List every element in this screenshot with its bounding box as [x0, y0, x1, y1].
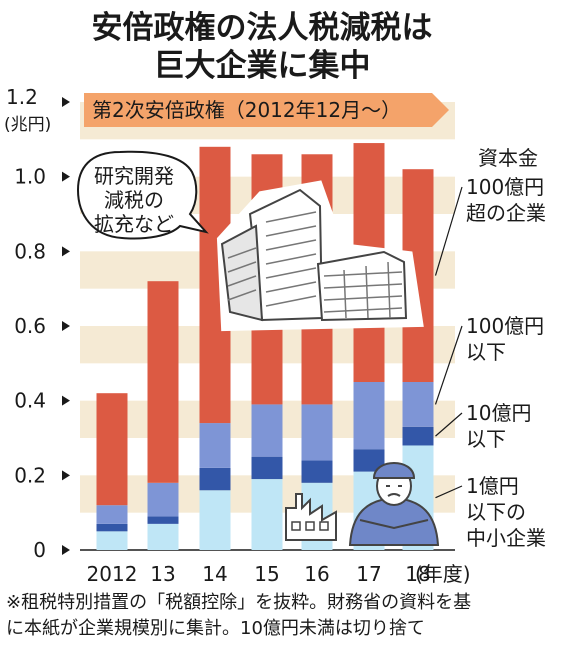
chart-title-line2: 巨大企業に集中 [154, 48, 371, 84]
legend-label-1-1: 以下 [466, 427, 506, 451]
y-axis-unit: (兆円) [4, 115, 51, 135]
bar-s100oku_over-2012 [96, 393, 128, 506]
footnote-line2: に本紙が企業規模別に集計。10億円未満は切り捨て [6, 618, 425, 639]
chart-title-line1: 安倍政権の法人税減税は [92, 10, 433, 46]
bar-s100oku_under-18 [402, 382, 434, 427]
period-arrow-shape [84, 93, 449, 127]
footnote-line1: ※租税特別措置の「税額控除」を抜粋。財務省の資料を基 [6, 592, 471, 613]
bar-s100oku_under-13 [147, 482, 179, 517]
bar-s1oku_under-14 [199, 490, 231, 550]
bar-s10oku_under-17 [353, 449, 385, 472]
x-axis-tick-labels: 2012 13 14 15 16 17 18 [87, 562, 431, 586]
legend-connector-0 [435, 485, 463, 499]
bar-s100oku_under-15 [251, 404, 283, 457]
bar-s100oku_under-14 [199, 423, 231, 468]
bar-s100oku_over-13 [147, 281, 179, 483]
y-tick-marker-5 [62, 171, 70, 182]
bar-s1oku_under-2012 [96, 531, 128, 550]
y-tick-label-4: 0.8 [14, 239, 46, 263]
x-tick-label-4: 16 [304, 562, 329, 586]
factory-worker-illustration [285, 462, 440, 546]
x-tick-label-5: 17 [356, 562, 381, 586]
bubble-line3: 拡充など [94, 212, 174, 236]
worker-icon [348, 462, 440, 546]
x-tick-label-3: 15 [254, 562, 279, 586]
legend-label-2-0: 100億円 [466, 314, 544, 338]
legend-label-3-0: 100億円 [466, 175, 544, 199]
x-tick-label-1: 13 [150, 562, 175, 586]
bar-s10oku_under-16 [301, 460, 333, 483]
wide-building [316, 250, 408, 322]
y-axis-tick-labels: 0 0.2 0.4 0.6 0.8 1.0 [14, 165, 46, 562]
bubble-line2: 減税の [104, 188, 164, 212]
y-tick-marks [62, 97, 70, 555]
tall-building [220, 188, 324, 322]
buildings-illustration [216, 180, 424, 332]
y-tick-marker-0 [62, 545, 70, 555]
bubble-outline [76, 150, 209, 240]
y-tick-marker-1 [62, 470, 70, 481]
y-tick-marker-2 [62, 395, 70, 406]
legend-connector-1 [435, 412, 463, 437]
y-tick-marker-4 [62, 246, 70, 257]
bar-s10oku_under-14 [199, 467, 231, 491]
x-tick-label-6: 18 [405, 562, 430, 586]
x-axis-unit: (年度) [415, 562, 471, 586]
y-tick-label-1: 0.2 [14, 463, 46, 487]
legend-connector-2 [434, 325, 463, 405]
legend-label-3-1: 超の企業 [466, 201, 546, 225]
legend-connector-3 [434, 186, 463, 276]
bar-s1oku_under-15 [251, 479, 283, 550]
bar-s100oku_under-16 [301, 404, 333, 461]
annotation-bubble: 研究開発 減税の 拡充など [76, 150, 209, 240]
bar-s100oku_under-17 [353, 382, 385, 450]
bubble-line1: 研究開発 [94, 164, 174, 188]
bar-s10oku_under-15 [251, 456, 283, 480]
x-tick-label-2: 14 [202, 562, 227, 586]
y-tick-marker-3 [62, 321, 70, 331]
y-tick-label-3: 0.6 [14, 314, 46, 338]
legend-label-1-0: 10億円 [466, 401, 531, 425]
y-tick-marker-top [62, 97, 70, 107]
y-tick-label-2: 0.4 [14, 389, 46, 413]
bar-s10oku_under-18 [402, 426, 434, 446]
x-tick-label-0: 2012 [87, 562, 138, 586]
period-label: 第2次安倍政権（2012年12月～） [92, 98, 401, 122]
bar-s10oku_under-13 [147, 516, 179, 524]
legend-label-0-1: 以下の [466, 500, 526, 524]
legend-label-2-1: 以下 [466, 340, 506, 364]
factory-icon [285, 493, 337, 541]
y-tick-label-5: 1.0 [14, 165, 46, 189]
bar-s10oku_under-2012 [96, 523, 128, 532]
y-tick-label-0: 0 [33, 538, 46, 562]
legend-title: 資本金 [478, 146, 538, 170]
legend-label-0-0: 1億円 [466, 474, 519, 498]
y-axis-unit-top: 1.2 [6, 85, 38, 109]
legend-label-0-2: 中小企業 [466, 526, 546, 550]
bar-s1oku_under-13 [147, 523, 179, 550]
bar-s100oku_under-2012 [96, 505, 128, 524]
period-arrow: 第2次安倍政権（2012年12月～） [84, 93, 449, 127]
